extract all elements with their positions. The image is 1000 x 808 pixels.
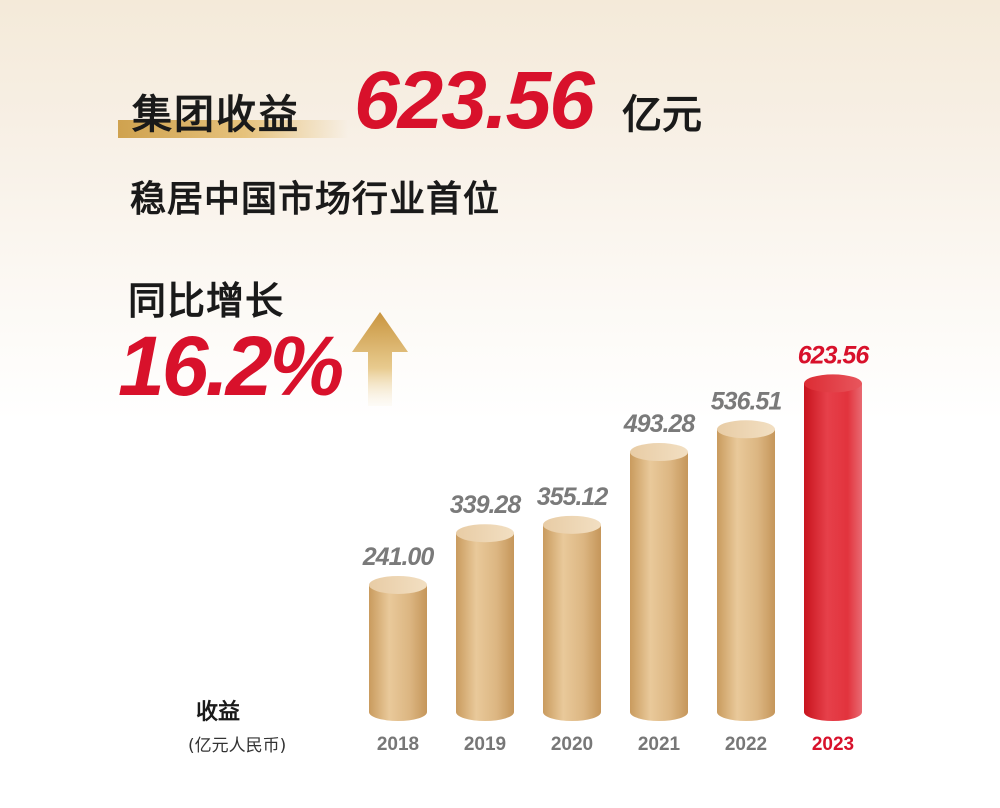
bar-cap-2019	[456, 524, 514, 543]
x-tick-label: 2021	[638, 734, 681, 755]
bar-value-label: 493.28	[623, 410, 696, 438]
bar-2019	[456, 533, 514, 721]
bar-value-label: 623.56	[798, 341, 871, 369]
bar-cap-2018	[369, 575, 427, 594]
x-tick-label: 2022	[725, 734, 767, 755]
bar-value-label: 339.28	[450, 491, 522, 519]
bar-cap-2023	[804, 374, 862, 393]
bar-2022	[717, 429, 775, 721]
x-tick-label: 2018	[377, 734, 419, 755]
bar-2018	[369, 584, 427, 721]
bar-cap-2020	[543, 515, 601, 534]
headline-value: 623.56	[354, 55, 595, 146]
metric-unit: (亿元人民币)	[188, 736, 287, 756]
metric-name: 收益	[196, 700, 241, 725]
headline-label: 集团收益	[132, 92, 300, 138]
growth-label: 同比增长	[128, 279, 285, 323]
bar-2023	[804, 383, 862, 721]
x-tick-label: 2020	[551, 734, 593, 755]
bar-cap-2021	[630, 443, 688, 462]
headline: 集团收益 623.56 亿元	[118, 55, 818, 148]
bar-value-label: 241.00	[362, 543, 435, 571]
bar-2021	[630, 452, 688, 721]
x-tick-label: 2023	[812, 734, 854, 755]
headline-underline-bar	[118, 120, 348, 138]
bar-cap-2022	[717, 420, 775, 439]
headline-unit: 亿元	[622, 92, 702, 138]
bar-value-label: 355.12	[537, 483, 609, 511]
bar-2020	[543, 524, 601, 721]
bar-value-label: 536.51	[711, 387, 782, 415]
subheadline: 稳居中国市场行业首位	[130, 179, 501, 220]
up-arrow-icon	[352, 312, 408, 406]
growth-value: 16.2%	[118, 319, 344, 413]
x-tick-label: 2019	[464, 734, 506, 755]
